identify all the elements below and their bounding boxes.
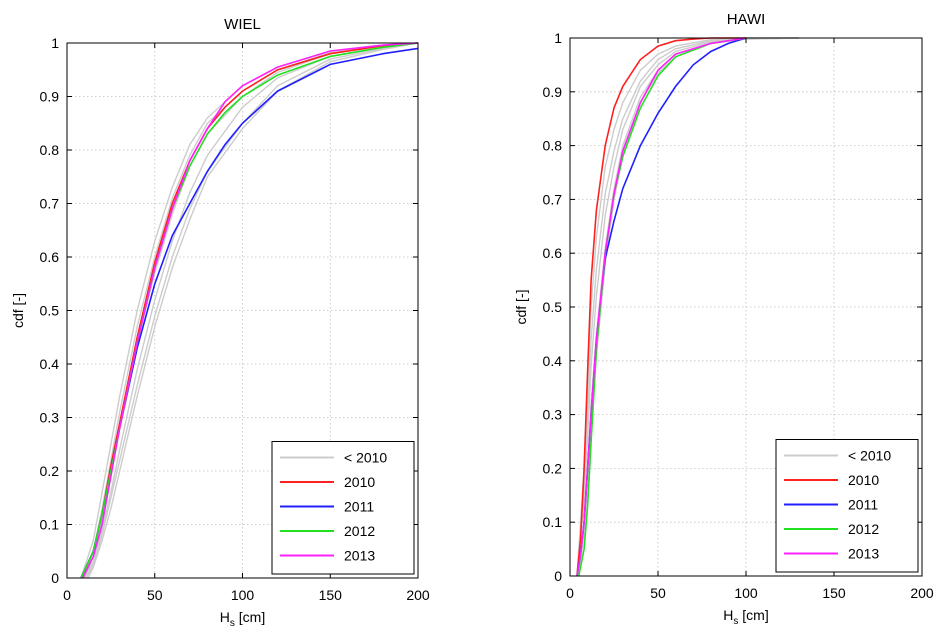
chart-title-wiel: WIEL xyxy=(224,16,261,33)
y-tick-label: 0.1 xyxy=(543,514,563,530)
x-axis-label-unit: [cm] xyxy=(738,607,768,623)
y-tick-label: 0 xyxy=(554,568,562,584)
legend-label: 2010 xyxy=(344,474,375,490)
y-tick-label: 1 xyxy=(51,35,59,51)
y-tick-label: 0.2 xyxy=(40,463,60,479)
legend-box xyxy=(272,442,414,575)
legend-label: < 2010 xyxy=(848,448,891,464)
y-tick-label: 0.8 xyxy=(543,138,563,154)
y-axis-label-wiel: cdf [-] xyxy=(10,293,26,328)
legend-label: < 2010 xyxy=(344,450,387,466)
y-tick-label: 0.3 xyxy=(543,407,563,423)
legend-label: 2012 xyxy=(344,523,375,539)
x-tick-label: 150 xyxy=(822,585,846,601)
y-tick-label: 0.9 xyxy=(543,84,563,100)
x-tick-label: 0 xyxy=(63,587,71,603)
x-axis-label-main: H xyxy=(723,607,733,623)
x-tick-label: 200 xyxy=(406,587,430,603)
x-axis-label-main: H xyxy=(220,609,230,625)
y-tick-label: 0.7 xyxy=(543,191,563,207)
x-axis-label-hawi: Hs [cm] xyxy=(723,607,768,627)
y-tick-label: 0.2 xyxy=(543,460,563,476)
x-tick-label: 50 xyxy=(147,587,163,603)
x-axis-label-wiel: Hs [cm] xyxy=(220,609,265,629)
legend-wiel: < 2010 2010 2011 2012 2013 xyxy=(272,442,414,575)
y-tick-label: 0.1 xyxy=(40,517,60,533)
legend-label: 2011 xyxy=(848,497,878,513)
legend-label: 2013 xyxy=(344,548,375,564)
y-tick-label: 0 xyxy=(51,570,59,586)
y-tick-label: 0.7 xyxy=(40,196,60,212)
y-tick-label: 0.3 xyxy=(40,410,60,426)
x-tick-label: 150 xyxy=(319,587,343,603)
panel-wiel: WIEL 0 50 100 150 200 0 0.1 0.2 0.3 0.4 0.5 0.6 0.7 0… xyxy=(10,16,430,629)
x-tick-label: 50 xyxy=(650,585,666,601)
legend-label: 2013 xyxy=(848,546,879,562)
legend-label: 2012 xyxy=(848,521,879,537)
x-axis-label-unit: [cm] xyxy=(235,609,265,625)
y-tick-label: 0.5 xyxy=(40,303,60,319)
y-tick-label: 0.8 xyxy=(40,142,60,158)
panel-hawi: HAWI 0 50 100 150 200 0 0.1 0.2 0.3 0.4 0.5 0.6 0.7 0… xyxy=(513,11,934,627)
legend-label: 2010 xyxy=(848,472,879,488)
chart-title-hawi: HAWI xyxy=(727,11,766,28)
x-tick-label: 100 xyxy=(231,587,255,603)
y-tick-label: 0.4 xyxy=(40,356,60,372)
x-tick-label: 0 xyxy=(566,585,574,601)
y-tick-label: 1 xyxy=(554,30,562,46)
y-axis-label-hawi: cdf [-] xyxy=(513,289,529,324)
x-tick-label: 100 xyxy=(734,585,758,601)
legend-hawi: < 2010 2010 2011 2012 2013 xyxy=(776,440,918,573)
y-tick-label: 0.6 xyxy=(543,245,563,261)
y-tick-label: 0.9 xyxy=(40,89,60,105)
y-tick-label: 0.4 xyxy=(543,353,563,369)
legend-label: 2011 xyxy=(344,499,374,515)
x-tick-label: 200 xyxy=(910,585,934,601)
y-tick-label: 0.6 xyxy=(40,249,60,265)
y-tick-label: 0.5 xyxy=(543,299,563,315)
legend-box xyxy=(776,440,918,573)
